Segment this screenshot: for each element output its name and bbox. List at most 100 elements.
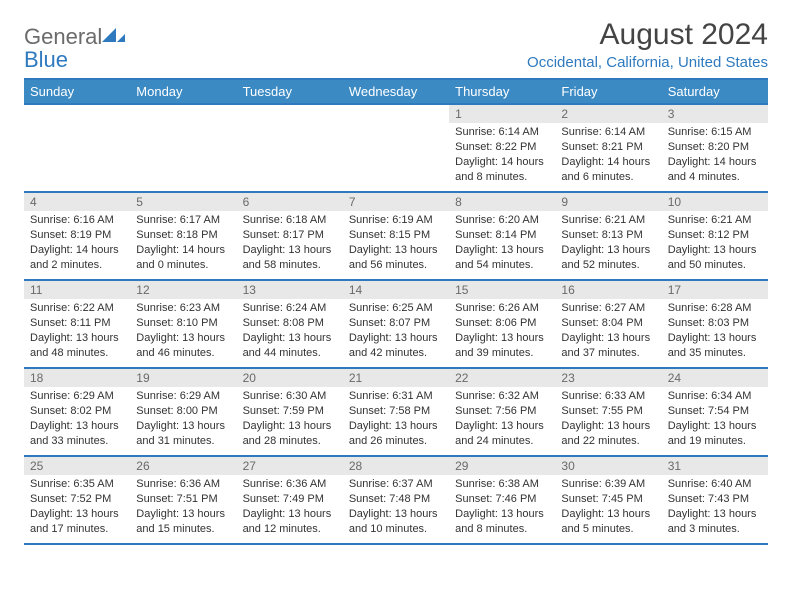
sunset-text: Sunset: 7:55 PM — [561, 404, 655, 419]
day-number: 31 — [662, 457, 768, 475]
day-number: 30 — [555, 457, 661, 475]
day-number: 16 — [555, 281, 661, 299]
calendar-row: 18Sunrise: 6:29 AMSunset: 8:02 PMDayligh… — [24, 368, 768, 456]
sunrise-text: Sunrise: 6:34 AM — [668, 389, 762, 404]
calendar-row: 25Sunrise: 6:35 AMSunset: 7:52 PMDayligh… — [24, 456, 768, 544]
calendar-cell: 22Sunrise: 6:32 AMSunset: 7:56 PMDayligh… — [449, 368, 555, 456]
calendar-row: 11Sunrise: 6:22 AMSunset: 8:11 PMDayligh… — [24, 280, 768, 368]
daylight1-text: Daylight: 13 hours — [243, 507, 337, 522]
day-number: 26 — [130, 457, 236, 475]
weekday-header: Thursday — [449, 79, 555, 104]
sunset-text: Sunset: 7:52 PM — [30, 492, 124, 507]
location-subtitle: Occidental, California, United States — [527, 54, 768, 71]
sunset-text: Sunset: 8:10 PM — [136, 316, 230, 331]
calendar-cell: 4Sunrise: 6:16 AMSunset: 8:19 PMDaylight… — [24, 192, 130, 280]
sunset-text: Sunset: 8:17 PM — [243, 228, 337, 243]
sunrise-text: Sunrise: 6:24 AM — [243, 301, 337, 316]
sunset-text: Sunset: 7:59 PM — [243, 404, 337, 419]
day-body: Sunrise: 6:19 AMSunset: 8:15 PMDaylight:… — [343, 211, 449, 276]
calendar-cell: 29Sunrise: 6:38 AMSunset: 7:46 PMDayligh… — [449, 456, 555, 544]
day-number: 4 — [24, 193, 130, 211]
calendar-row: 4Sunrise: 6:16 AMSunset: 8:19 PMDaylight… — [24, 192, 768, 280]
day-body: Sunrise: 6:26 AMSunset: 8:06 PMDaylight:… — [449, 299, 555, 364]
calendar-cell: 7Sunrise: 6:19 AMSunset: 8:15 PMDaylight… — [343, 192, 449, 280]
header: General Blue August 2024 Occidental, Cal… — [24, 18, 768, 72]
daylight1-text: Daylight: 13 hours — [668, 331, 762, 346]
sunset-text: Sunset: 8:18 PM — [136, 228, 230, 243]
calendar-cell: 21Sunrise: 6:31 AMSunset: 7:58 PMDayligh… — [343, 368, 449, 456]
title-block: August 2024 Occidental, California, Unit… — [527, 18, 768, 71]
sunrise-text: Sunrise: 6:35 AM — [30, 477, 124, 492]
day-body: Sunrise: 6:28 AMSunset: 8:03 PMDaylight:… — [662, 299, 768, 364]
calendar-cell: 17Sunrise: 6:28 AMSunset: 8:03 PMDayligh… — [662, 280, 768, 368]
daylight2-text: and 28 minutes. — [243, 434, 337, 449]
day-number: 22 — [449, 369, 555, 387]
month-title: August 2024 — [527, 18, 768, 52]
weekday-header: Sunday — [24, 79, 130, 104]
sunrise-text: Sunrise: 6:26 AM — [455, 301, 549, 316]
sunrise-text: Sunrise: 6:33 AM — [561, 389, 655, 404]
daylight1-text: Daylight: 13 hours — [349, 331, 443, 346]
calendar-cell: 31Sunrise: 6:40 AMSunset: 7:43 PMDayligh… — [662, 456, 768, 544]
daylight2-text: and 26 minutes. — [349, 434, 443, 449]
daylight2-text: and 54 minutes. — [455, 258, 549, 273]
daylight2-text: and 46 minutes. — [136, 346, 230, 361]
day-number: 15 — [449, 281, 555, 299]
calendar-cell: 16Sunrise: 6:27 AMSunset: 8:04 PMDayligh… — [555, 280, 661, 368]
day-body: Sunrise: 6:21 AMSunset: 8:12 PMDaylight:… — [662, 211, 768, 276]
day-number: 28 — [343, 457, 449, 475]
day-body: Sunrise: 6:21 AMSunset: 8:13 PMDaylight:… — [555, 211, 661, 276]
sunrise-text: Sunrise: 6:21 AM — [668, 213, 762, 228]
sunset-text: Sunset: 8:00 PM — [136, 404, 230, 419]
calendar-cell: 19Sunrise: 6:29 AMSunset: 8:00 PMDayligh… — [130, 368, 236, 456]
day-number: 5 — [130, 193, 236, 211]
calendar-cell: 20Sunrise: 6:30 AMSunset: 7:59 PMDayligh… — [237, 368, 343, 456]
daylight1-text: Daylight: 13 hours — [561, 331, 655, 346]
daylight2-text: and 33 minutes. — [30, 434, 124, 449]
sunset-text: Sunset: 8:08 PM — [243, 316, 337, 331]
daylight2-text: and 35 minutes. — [668, 346, 762, 361]
day-number: 17 — [662, 281, 768, 299]
sunrise-text: Sunrise: 6:31 AM — [349, 389, 443, 404]
day-body: Sunrise: 6:23 AMSunset: 8:10 PMDaylight:… — [130, 299, 236, 364]
daylight1-text: Daylight: 14 hours — [136, 243, 230, 258]
sunset-text: Sunset: 8:06 PM — [455, 316, 549, 331]
day-number: 6 — [237, 193, 343, 211]
calendar-cell: 15Sunrise: 6:26 AMSunset: 8:06 PMDayligh… — [449, 280, 555, 368]
day-body: Sunrise: 6:29 AMSunset: 8:02 PMDaylight:… — [24, 387, 130, 452]
sunrise-text: Sunrise: 6:22 AM — [30, 301, 124, 316]
sunset-text: Sunset: 7:46 PM — [455, 492, 549, 507]
calendar-cell: 13Sunrise: 6:24 AMSunset: 8:08 PMDayligh… — [237, 280, 343, 368]
sunrise-text: Sunrise: 6:38 AM — [455, 477, 549, 492]
sunset-text: Sunset: 8:03 PM — [668, 316, 762, 331]
day-body: Sunrise: 6:20 AMSunset: 8:14 PMDaylight:… — [449, 211, 555, 276]
day-number: 12 — [130, 281, 236, 299]
weekday-header: Wednesday — [343, 79, 449, 104]
logo-word-1: General — [24, 24, 102, 49]
day-number: 23 — [555, 369, 661, 387]
daylight1-text: Daylight: 13 hours — [243, 331, 337, 346]
daylight2-text: and 8 minutes. — [455, 522, 549, 537]
day-body: Sunrise: 6:30 AMSunset: 7:59 PMDaylight:… — [237, 387, 343, 452]
sunset-text: Sunset: 7:48 PM — [349, 492, 443, 507]
sunrise-text: Sunrise: 6:20 AM — [455, 213, 549, 228]
logo-mark-icon — [102, 26, 126, 44]
sunset-text: Sunset: 7:51 PM — [136, 492, 230, 507]
calendar-cell: 25Sunrise: 6:35 AMSunset: 7:52 PMDayligh… — [24, 456, 130, 544]
day-number: 18 — [24, 369, 130, 387]
daylight2-text: and 19 minutes. — [668, 434, 762, 449]
calendar-cell: 28Sunrise: 6:37 AMSunset: 7:48 PMDayligh… — [343, 456, 449, 544]
calendar-cell: 24Sunrise: 6:34 AMSunset: 7:54 PMDayligh… — [662, 368, 768, 456]
calendar-cell: 10Sunrise: 6:21 AMSunset: 8:12 PMDayligh… — [662, 192, 768, 280]
day-body: Sunrise: 6:29 AMSunset: 8:00 PMDaylight:… — [130, 387, 236, 452]
sunrise-text: Sunrise: 6:36 AM — [243, 477, 337, 492]
sunrise-text: Sunrise: 6:15 AM — [668, 125, 762, 140]
daylight2-text: and 58 minutes. — [243, 258, 337, 273]
calendar-cell: 18Sunrise: 6:29 AMSunset: 8:02 PMDayligh… — [24, 368, 130, 456]
sunrise-text: Sunrise: 6:19 AM — [349, 213, 443, 228]
daylight1-text: Daylight: 13 hours — [349, 419, 443, 434]
sunset-text: Sunset: 8:11 PM — [30, 316, 124, 331]
daylight1-text: Daylight: 13 hours — [136, 507, 230, 522]
daylight2-text: and 10 minutes. — [349, 522, 443, 537]
day-body: Sunrise: 6:37 AMSunset: 7:48 PMDaylight:… — [343, 475, 449, 540]
